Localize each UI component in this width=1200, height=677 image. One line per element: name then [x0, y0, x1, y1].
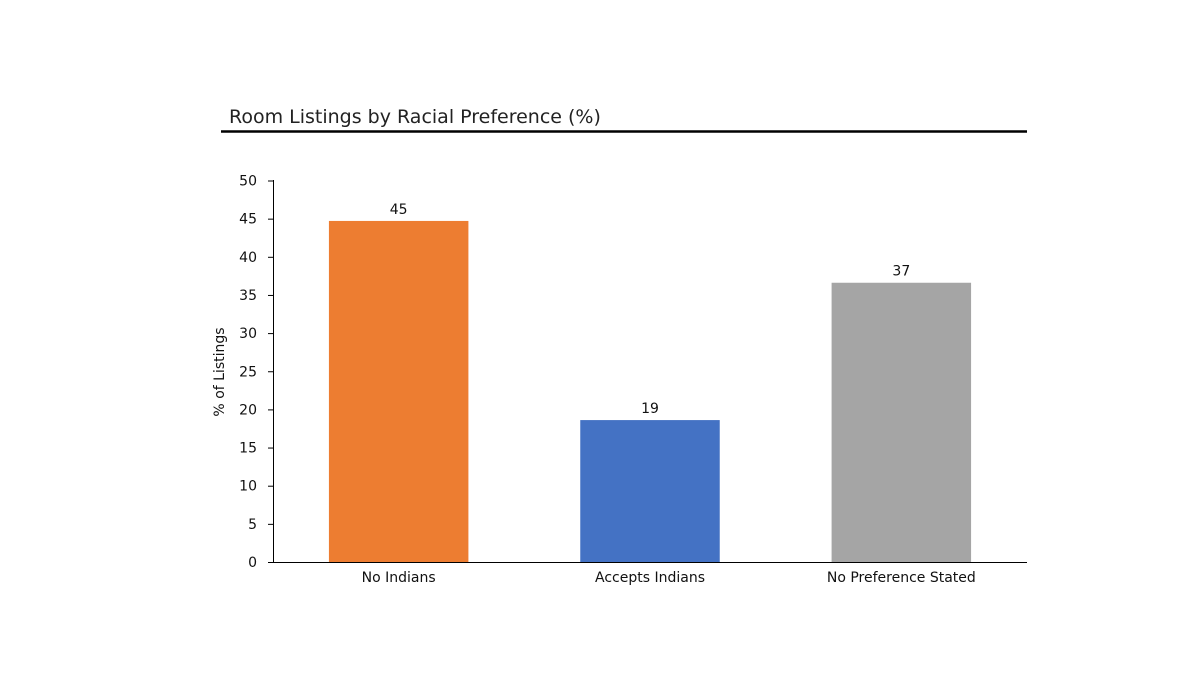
- category-labels: No Indians Accepts Indians No Preference S…: [362, 570, 976, 586]
- y-tick-label: 15: [239, 441, 257, 457]
- y-tick-label: 0: [248, 555, 257, 571]
- bars: [328, 220, 972, 562]
- y-tick-label: 10: [239, 479, 257, 495]
- category-label: No Preference Stated: [827, 570, 976, 586]
- chart-title: Room Listings by Racial Preference (%): [229, 106, 601, 128]
- bar: [831, 282, 972, 562]
- bar: [328, 220, 469, 562]
- y-tick-label: 20: [239, 402, 257, 418]
- category-label: No Indians: [362, 570, 436, 586]
- data-labels: 45 19 37: [390, 202, 910, 417]
- y-axis-title: % of Listings: [212, 327, 228, 416]
- data-label: 45: [390, 202, 408, 218]
- y-tick-label: 5: [248, 517, 257, 533]
- data-label: 19: [641, 401, 659, 417]
- data-label: 37: [892, 264, 910, 280]
- y-tick-label: 30: [239, 326, 257, 342]
- bar: [580, 420, 720, 562]
- y-tick-label: 25: [239, 364, 257, 380]
- y-axis-ticks: 0 5 10 15 20 25 30 35 40 45 50: [239, 174, 273, 571]
- category-label: Accepts Indians: [595, 570, 705, 586]
- y-tick-label: 50: [239, 174, 257, 190]
- y-tick-label: 35: [239, 288, 257, 304]
- y-tick-label: 45: [239, 212, 257, 228]
- y-tick-label: 40: [239, 250, 257, 266]
